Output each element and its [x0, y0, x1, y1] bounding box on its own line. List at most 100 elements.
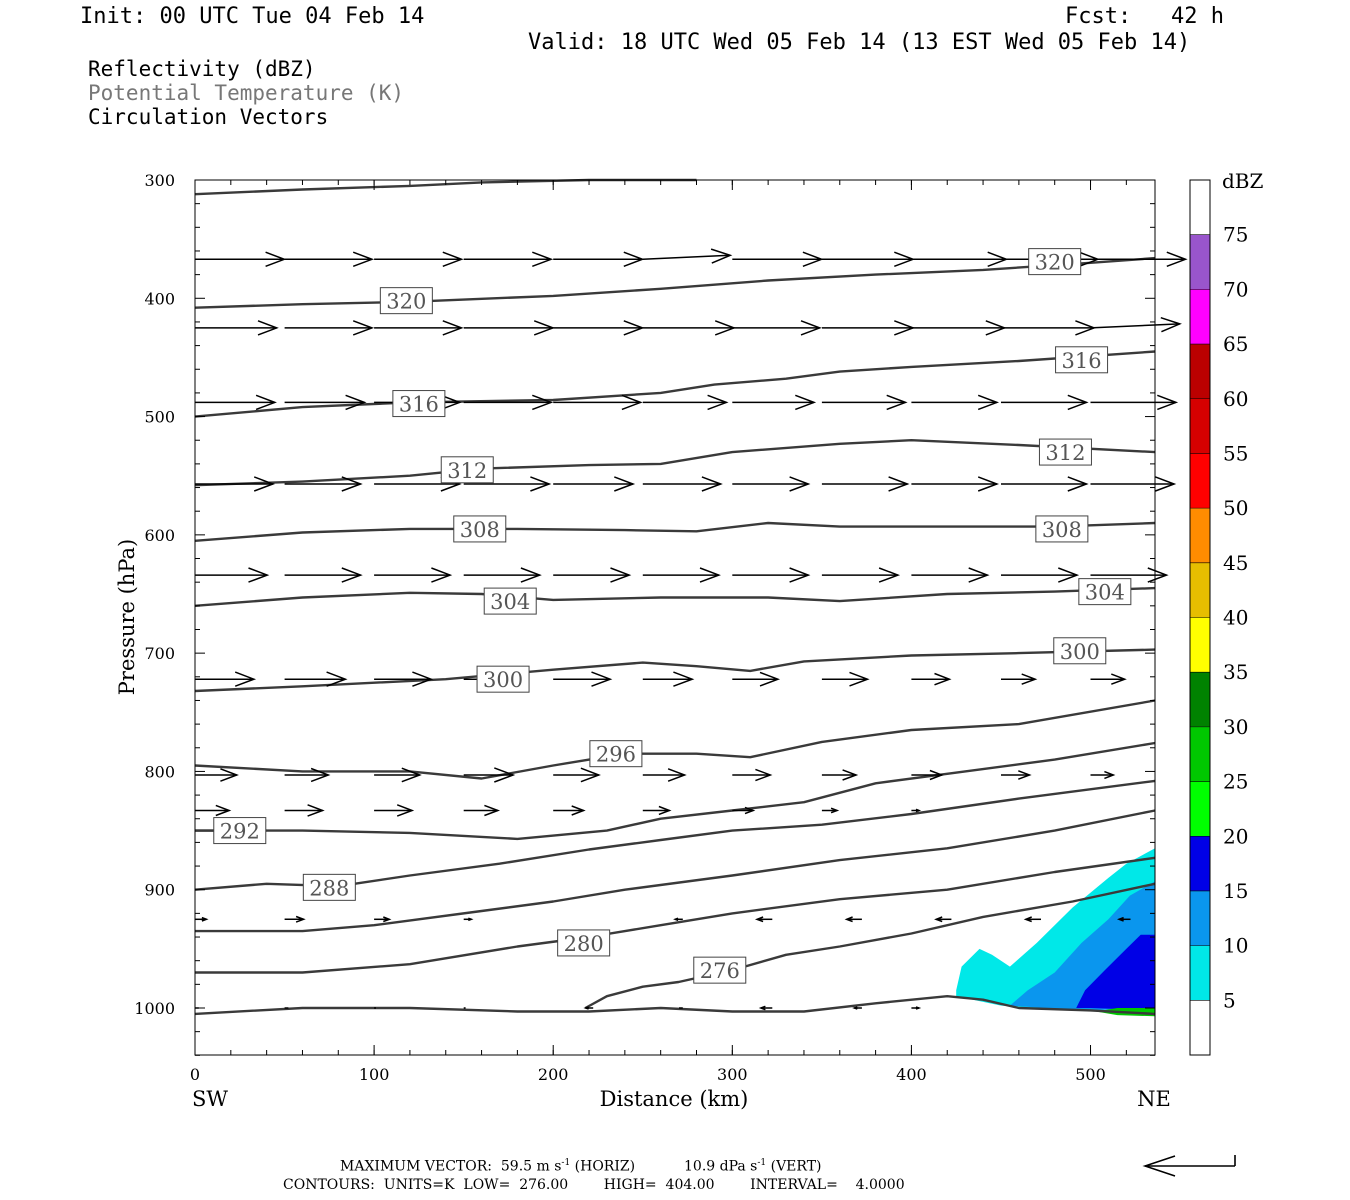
- circulation-vector: [553, 805, 586, 816]
- circulation-vector: [463, 767, 516, 783]
- max-vector-note: MAXIMUM VECTOR: 59.5 m s-1 (HORIZ) 10.9 …: [340, 1158, 822, 1175]
- theta-contour-label: 308: [1035, 515, 1089, 543]
- vector-head: [383, 916, 392, 923]
- circulation-vector: [758, 1005, 773, 1011]
- reflectivity-layer: [956, 848, 1155, 1017]
- vector-head: [326, 671, 348, 687]
- colorbar-level-label: 45: [1223, 551, 1248, 575]
- vector-head: [929, 769, 944, 781]
- colorbar-segment: [1190, 617, 1210, 673]
- valid-time: Valid: 18 UTC Wed 05 Feb 14 (13 EST Wed …: [528, 30, 1191, 55]
- y-tick-label: 500: [144, 408, 175, 427]
- vector-head: [667, 768, 687, 782]
- circulation-vector: [732, 394, 817, 411]
- vector-head: [530, 476, 552, 492]
- vector-head: [1111, 673, 1127, 685]
- colorbar-segment: [1190, 562, 1210, 618]
- theta-contour: [195, 741, 1156, 841]
- circulation-vector: [284, 767, 331, 783]
- theta-contour-label: 308: [453, 515, 507, 543]
- y-tick-label: 600: [144, 526, 175, 545]
- colorbar-level-label: 20: [1223, 824, 1248, 848]
- circulation-vector: [195, 567, 270, 583]
- vector-head: [295, 915, 306, 923]
- circulation-vector: [821, 394, 908, 411]
- theta-contour-label: 320: [379, 287, 433, 315]
- vector-head: [610, 567, 632, 583]
- colorbar-level-label: 60: [1223, 387, 1248, 411]
- vector-head: [977, 394, 1000, 411]
- theta-label-box: [1078, 578, 1132, 606]
- vector-head: [345, 394, 367, 411]
- vector-head: [307, 804, 325, 817]
- theta-contour: [194, 256, 1156, 309]
- circulation-vector: [463, 476, 552, 492]
- circulation-vector: [934, 916, 952, 923]
- colorbar-level-label: 10: [1223, 934, 1248, 958]
- theta-label-text: 316: [399, 393, 439, 417]
- colorbar-segment: [1190, 672, 1210, 727]
- theta-label-box: [589, 740, 643, 768]
- colorbar-level-label: 40: [1223, 606, 1248, 630]
- circulation-vector: [284, 567, 363, 583]
- circulation-vector: [911, 476, 1000, 492]
- circulation-vector: [821, 807, 840, 814]
- circulation-vector: [911, 567, 990, 583]
- y-tick-label: 800: [144, 762, 175, 781]
- circulation-vector: [1090, 394, 1179, 411]
- field-label-reflectivity: Reflectivity (dBZ): [88, 57, 316, 81]
- theta-label-text: 292: [220, 820, 260, 844]
- circulation-vector: [284, 251, 375, 268]
- vector-head: [658, 805, 672, 816]
- circulation-vector: [1001, 320, 1097, 336]
- circulation-vector: [284, 671, 348, 687]
- vector-head: [915, 808, 922, 813]
- vector-head: [968, 567, 990, 583]
- vector-head: [800, 320, 822, 336]
- vector-head: [401, 767, 422, 783]
- circulation-vector: [1090, 770, 1116, 780]
- field-label-theta: Potential Temperature (K): [88, 81, 405, 105]
- vector-head: [621, 394, 643, 411]
- theta-label-box: [379, 287, 433, 315]
- theta-label-box: [476, 665, 530, 693]
- x-axis-label: Distance (km): [600, 1087, 749, 1111]
- vector-shaft: [642, 254, 731, 261]
- theta-contour: [195, 856, 1156, 974]
- vector-head: [1021, 673, 1038, 685]
- vector-head: [699, 567, 721, 583]
- circulation-vector: [821, 320, 916, 336]
- colorbar: 5 10 15 20 25 30 35 40 45 50 55 60 65 70 75: [1189, 179, 1248, 1056]
- theta-label-text: 320: [1035, 251, 1075, 275]
- circulation-vector: [821, 476, 910, 492]
- y-tick-label: 300: [144, 171, 175, 190]
- vector-head: [623, 251, 645, 268]
- circulation-vector: [553, 320, 645, 336]
- vector-head: [915, 1006, 922, 1010]
- vector-head: [759, 671, 781, 687]
- circulation-vector: [852, 1006, 862, 1010]
- circulation-vector: [195, 671, 257, 687]
- vector-head: [532, 394, 554, 411]
- vector-head: [888, 476, 910, 492]
- theta-label-box: [1035, 515, 1089, 543]
- circulation-vector: [844, 916, 862, 923]
- theta-label-text: 304: [490, 590, 530, 614]
- vector-head: [265, 251, 287, 268]
- vector-shaft: [1090, 323, 1180, 329]
- vector-head: [253, 476, 276, 492]
- theta-label-box: [453, 515, 507, 543]
- theta-label-text: 288: [309, 876, 349, 900]
- circulation-vector: [284, 915, 306, 923]
- theta-contour: [194, 699, 1156, 780]
- circulation-vector: [553, 567, 632, 583]
- theta-label-text: 312: [447, 459, 487, 483]
- circulation-vector: [463, 394, 554, 411]
- circulation-vector: [1090, 673, 1127, 685]
- reference-vector: [1142, 1155, 1236, 1177]
- vector-head: [248, 567, 270, 583]
- circulation-vector: [732, 320, 822, 336]
- circulation-vector: [1090, 316, 1182, 333]
- vector-head: [1104, 770, 1116, 780]
- vector-head: [707, 394, 729, 411]
